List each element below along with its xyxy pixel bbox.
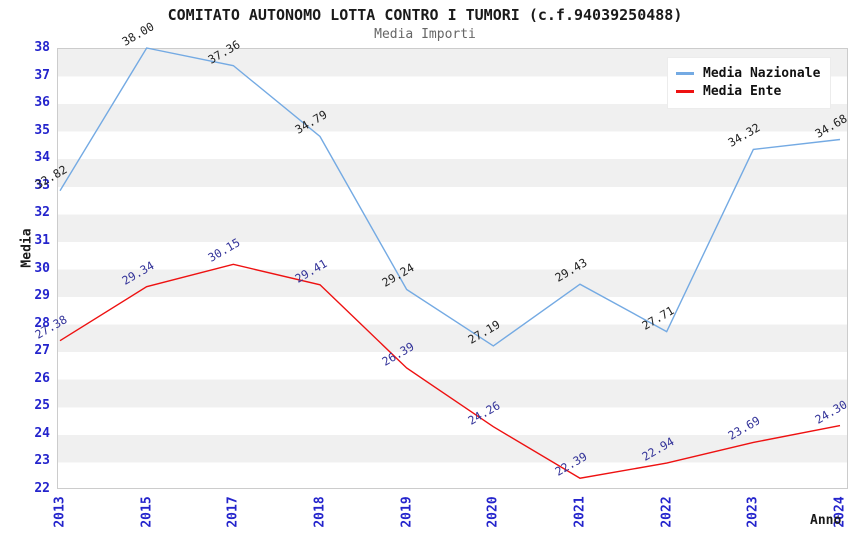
y-tick-label: 35 [34, 122, 50, 138]
legend-item-media-ente: Media Ente [676, 84, 820, 99]
media-ente-line-swatch-icon [676, 90, 694, 93]
y-tick-label: 22 [34, 481, 50, 496]
legend-label: Media Ente [703, 84, 782, 99]
x-tick-label: 2020 [485, 496, 501, 528]
y-tick-label: 26 [34, 370, 50, 386]
legend-label: Media Nazionale [703, 66, 821, 81]
series-line-0 [59, 47, 841, 347]
media-nazionale-line-swatch-icon [676, 72, 694, 75]
y-tick-label: 24 [34, 425, 50, 441]
y-tick-label: 34 [34, 150, 50, 166]
y-tick-label: 38 [34, 40, 50, 55]
x-tick-label: 2022 [659, 496, 675, 528]
plot-area [57, 48, 848, 489]
y-tick-label: 27 [34, 343, 50, 359]
x-tick-label: 2013 [52, 496, 68, 528]
x-tick-label: 2017 [225, 496, 241, 528]
y-axis-title: Media [19, 228, 35, 268]
y-tick-label: 37 [34, 67, 50, 83]
y-tick-label: 36 [34, 95, 50, 111]
series-line-1 [59, 263, 841, 479]
y-tick-label: 30 [34, 260, 50, 276]
x-axis-title: Anno [810, 513, 842, 528]
x-tick-label: 2021 [572, 496, 588, 528]
x-tick-label: 2015 [139, 496, 155, 528]
y-tick-label: 33 [34, 177, 50, 193]
legend: Media Nazionale Media Ente [667, 57, 832, 109]
y-tick-label: 25 [34, 398, 50, 414]
y-tick-label: 29 [34, 288, 50, 304]
legend-item-media-nazionale: Media Nazionale [676, 66, 820, 81]
y-tick-label: 31 [34, 232, 50, 248]
x-tick-label: 2019 [399, 496, 415, 528]
y-tick-label: 23 [34, 453, 50, 469]
chart-title: COMITATO AUTONOMO LOTTA CONTRO I TUMORI … [167, 6, 683, 24]
chart-subtitle: Media Importi [374, 27, 476, 42]
y-tick-label: 32 [34, 205, 50, 221]
y-tick-label: 28 [34, 315, 50, 331]
x-tick-label: 2023 [745, 496, 761, 528]
x-tick-label: 2018 [312, 496, 328, 528]
